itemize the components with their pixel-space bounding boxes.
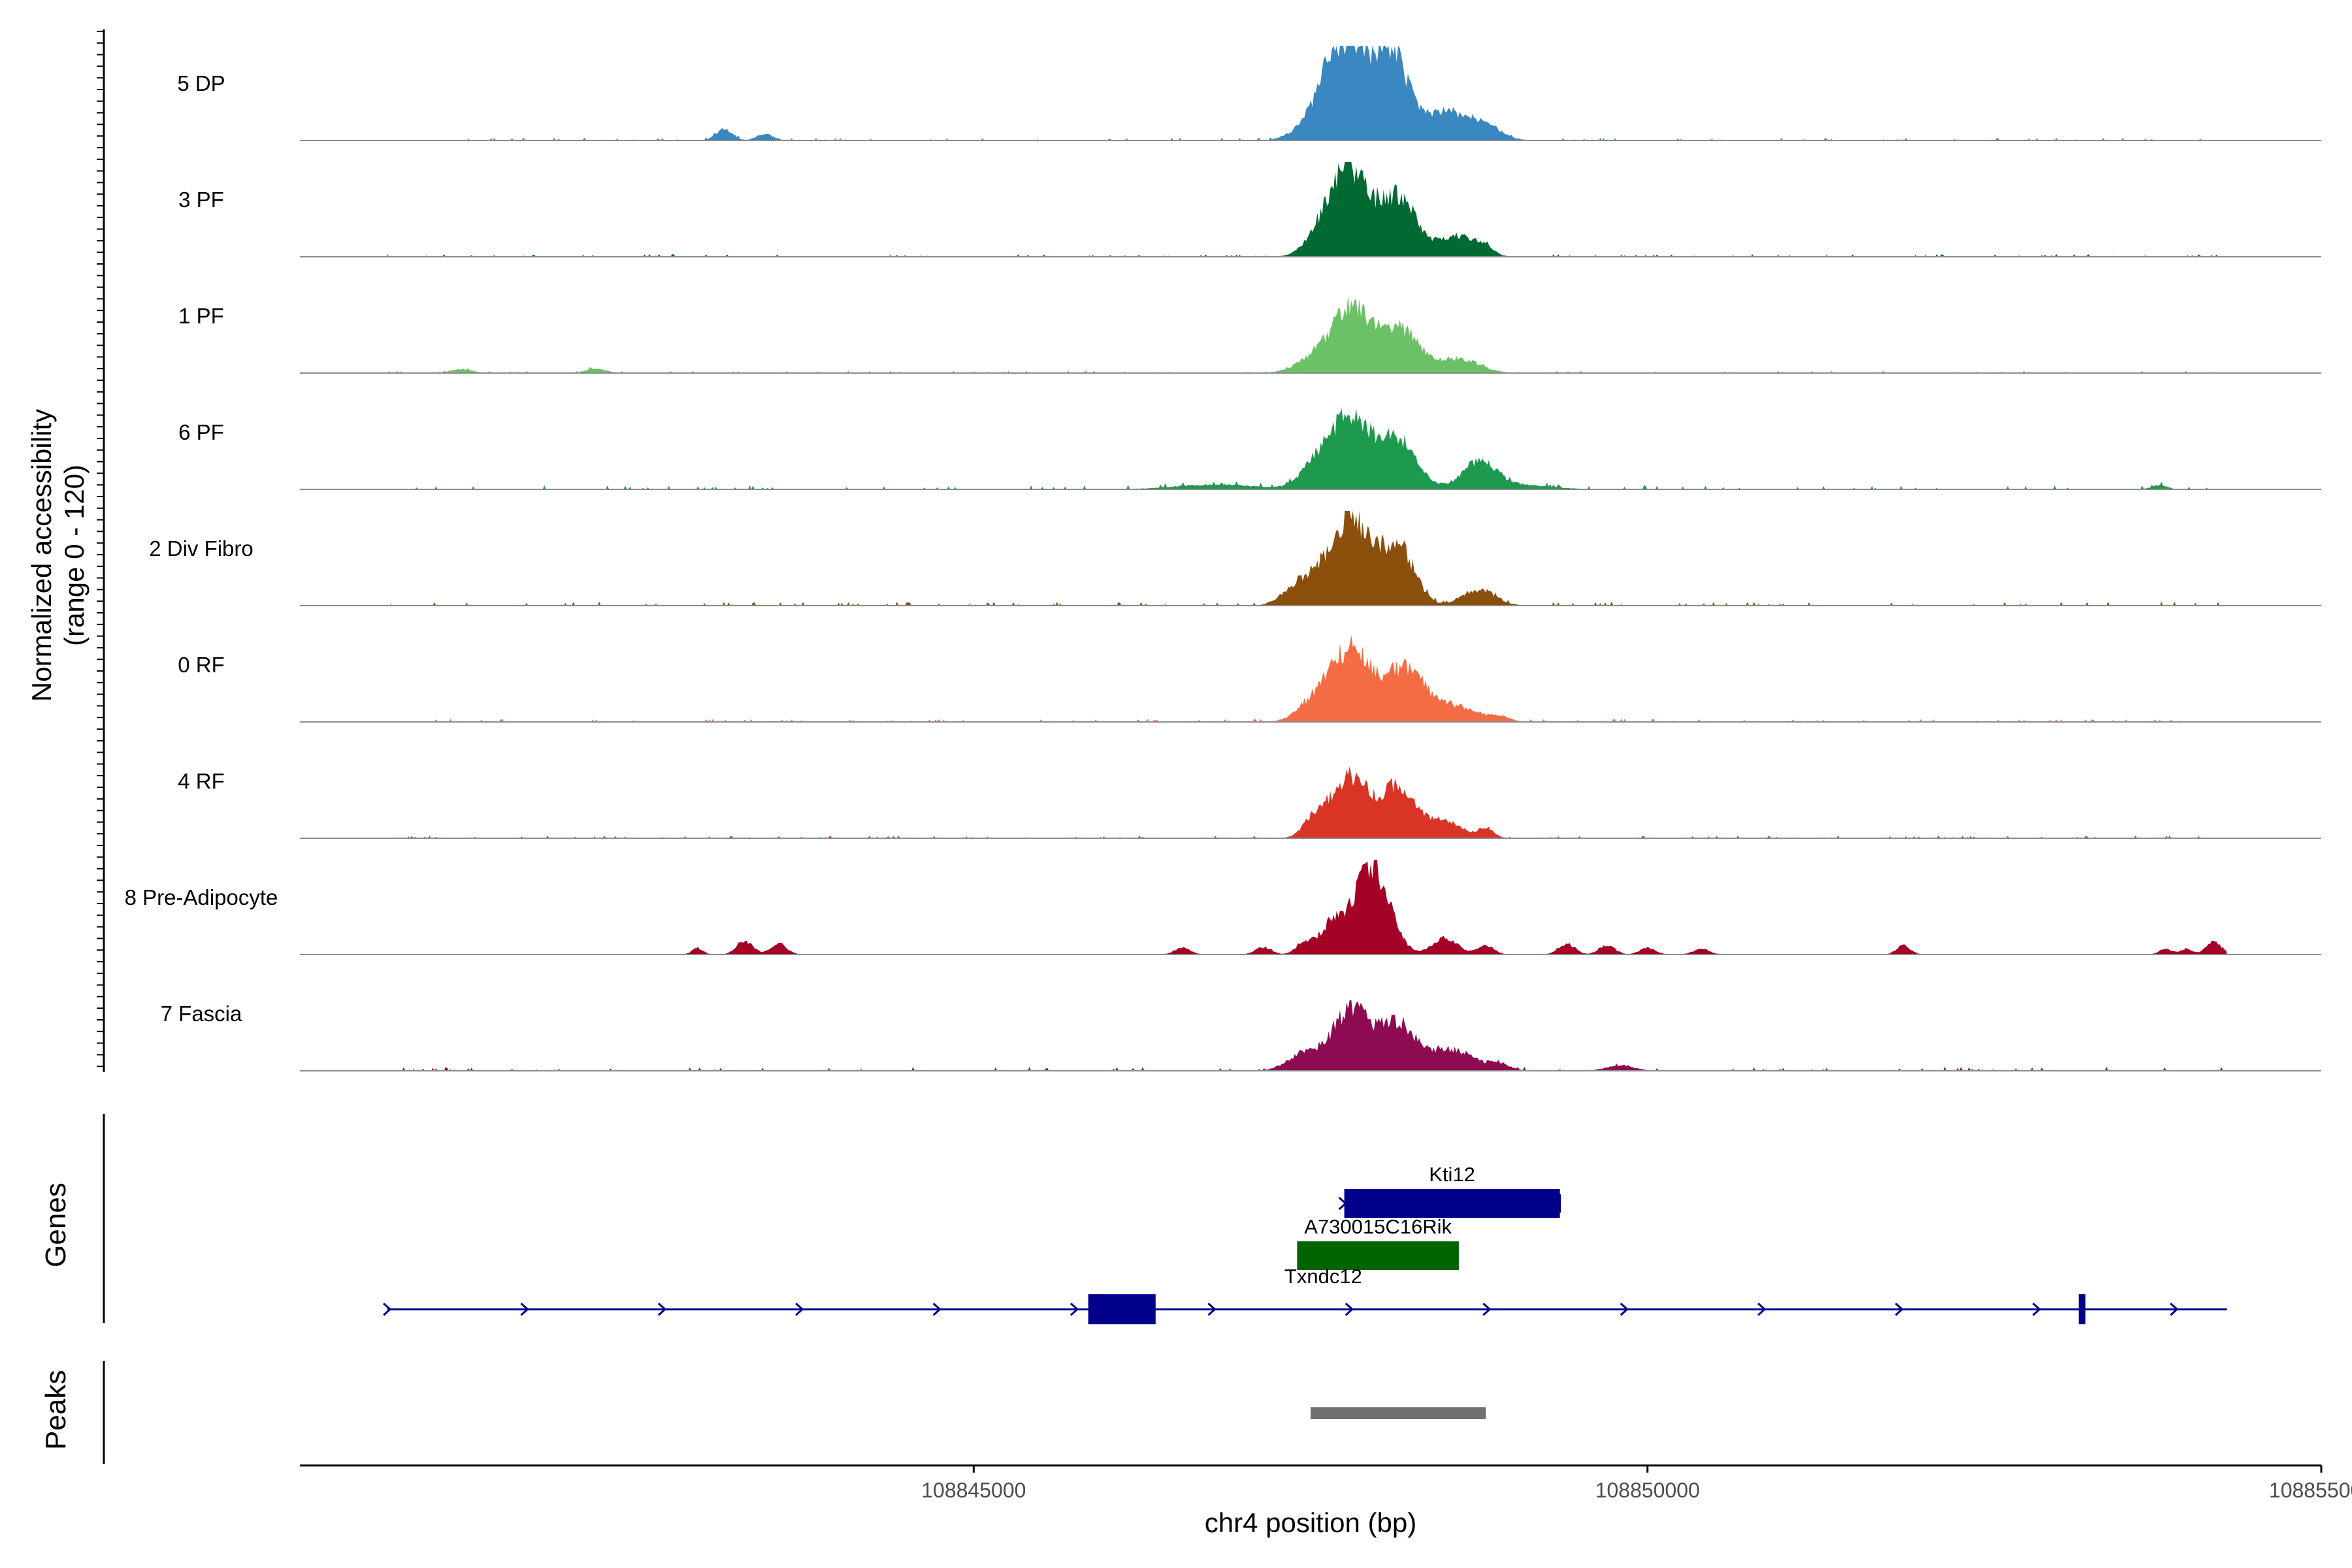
- coverage-area: [387, 766, 2227, 838]
- gene-exon: [2078, 1294, 2086, 1324]
- track-label: 6 PF: [178, 420, 224, 444]
- strand-arrow: [520, 1302, 529, 1316]
- strand-arrow: [2170, 1302, 2179, 1316]
- coverage-area: [387, 635, 2227, 722]
- track-label: 4 RF: [178, 769, 225, 793]
- gene-2: Txndc12: [383, 1265, 2227, 1324]
- y-axis-title-line1: Normalized accessibility: [26, 409, 57, 702]
- coverage-area: [387, 162, 2227, 257]
- strand-arrow: [2032, 1302, 2042, 1316]
- x-axis-ticks: 108845000 108850000 108855000: [921, 1465, 2352, 1502]
- strand-arrow: [1070, 1302, 1079, 1316]
- gene-label: Txndc12: [1284, 1265, 1362, 1288]
- track-label: 2 Div Fibro: [149, 536, 253, 561]
- peaks-axis-title: Peaks: [40, 1370, 72, 1450]
- y-axis-title-line2: (range 0 - 120): [59, 465, 90, 646]
- coverage-y-axis-ticks: [97, 31, 104, 1068]
- track-6: 4 RF: [178, 766, 2321, 839]
- coverage-area: [387, 511, 2227, 606]
- peak-region: [1311, 1407, 1486, 1419]
- track-8: 7 Fascia: [161, 1000, 2321, 1071]
- coverage-tracks: 5 DP 3 PF 1 PF 6 PF 2 Div Fibro 0 RF 4 RF 8 Pre…: [125, 46, 2321, 1071]
- track-label: 8 Pre-Adipocyte: [125, 885, 278, 909]
- strand-arrow: [1338, 1196, 1347, 1211]
- gene-0: Kti12: [1338, 1163, 1561, 1218]
- track-label: 3 PF: [178, 188, 224, 212]
- gene-annotation: Kti12 A730015C16Rik Txndc12: [383, 1163, 2227, 1324]
- strand-arrow: [383, 1302, 392, 1316]
- strand-arrow: [657, 1302, 667, 1316]
- coverage-area: [387, 1000, 2227, 1071]
- track-label: 7 Fascia: [161, 1002, 242, 1026]
- gene-exon: [1344, 1189, 1560, 1218]
- strand-arrow: [795, 1302, 804, 1316]
- strand-arrow: [1757, 1302, 1767, 1316]
- x-axis-title: chr4 position (bp): [1205, 1507, 1417, 1538]
- gene-1: A730015C16Rik: [1297, 1215, 1459, 1270]
- strand-arrow: [932, 1302, 941, 1316]
- gene-exon: [1088, 1294, 1156, 1324]
- track-label: 1 PF: [178, 304, 224, 328]
- genes-axis-title: Genes: [40, 1183, 72, 1267]
- track-1: 3 PF: [178, 162, 2321, 257]
- coverage-area: [387, 295, 2227, 373]
- strand-arrow: [1895, 1302, 1904, 1316]
- gene-exon: [1297, 1241, 1459, 1270]
- strand-arrow: [1345, 1302, 1354, 1316]
- track-4: 2 Div Fibro: [149, 511, 2321, 606]
- coverage-area: [387, 408, 2227, 489]
- track-2: 1 PF: [178, 295, 2321, 374]
- track-7: 8 Pre-Adipocyte: [125, 860, 2321, 955]
- track-3: 6 PF: [178, 408, 2321, 490]
- track-label: 5 DP: [177, 71, 225, 95]
- strand-arrow: [1620, 1302, 1629, 1316]
- coverage-area: [387, 46, 2227, 140]
- track-0: 5 DP: [177, 46, 2321, 141]
- strand-arrow: [1207, 1302, 1217, 1316]
- track-5: 0 RF: [178, 635, 2321, 723]
- x-tick-label: 108845000: [921, 1478, 1026, 1502]
- track-label: 0 RF: [178, 653, 225, 677]
- strand-arrow: [1482, 1302, 1492, 1316]
- coverage-area: [387, 860, 2227, 955]
- x-tick-label: 108855000: [2269, 1478, 2352, 1502]
- gene-label: Kti12: [1429, 1163, 1475, 1186]
- peak-annotation: [1311, 1407, 1486, 1419]
- gene-label: A730015C16Rik: [1304, 1215, 1452, 1238]
- x-tick-label: 108850000: [1595, 1478, 1700, 1502]
